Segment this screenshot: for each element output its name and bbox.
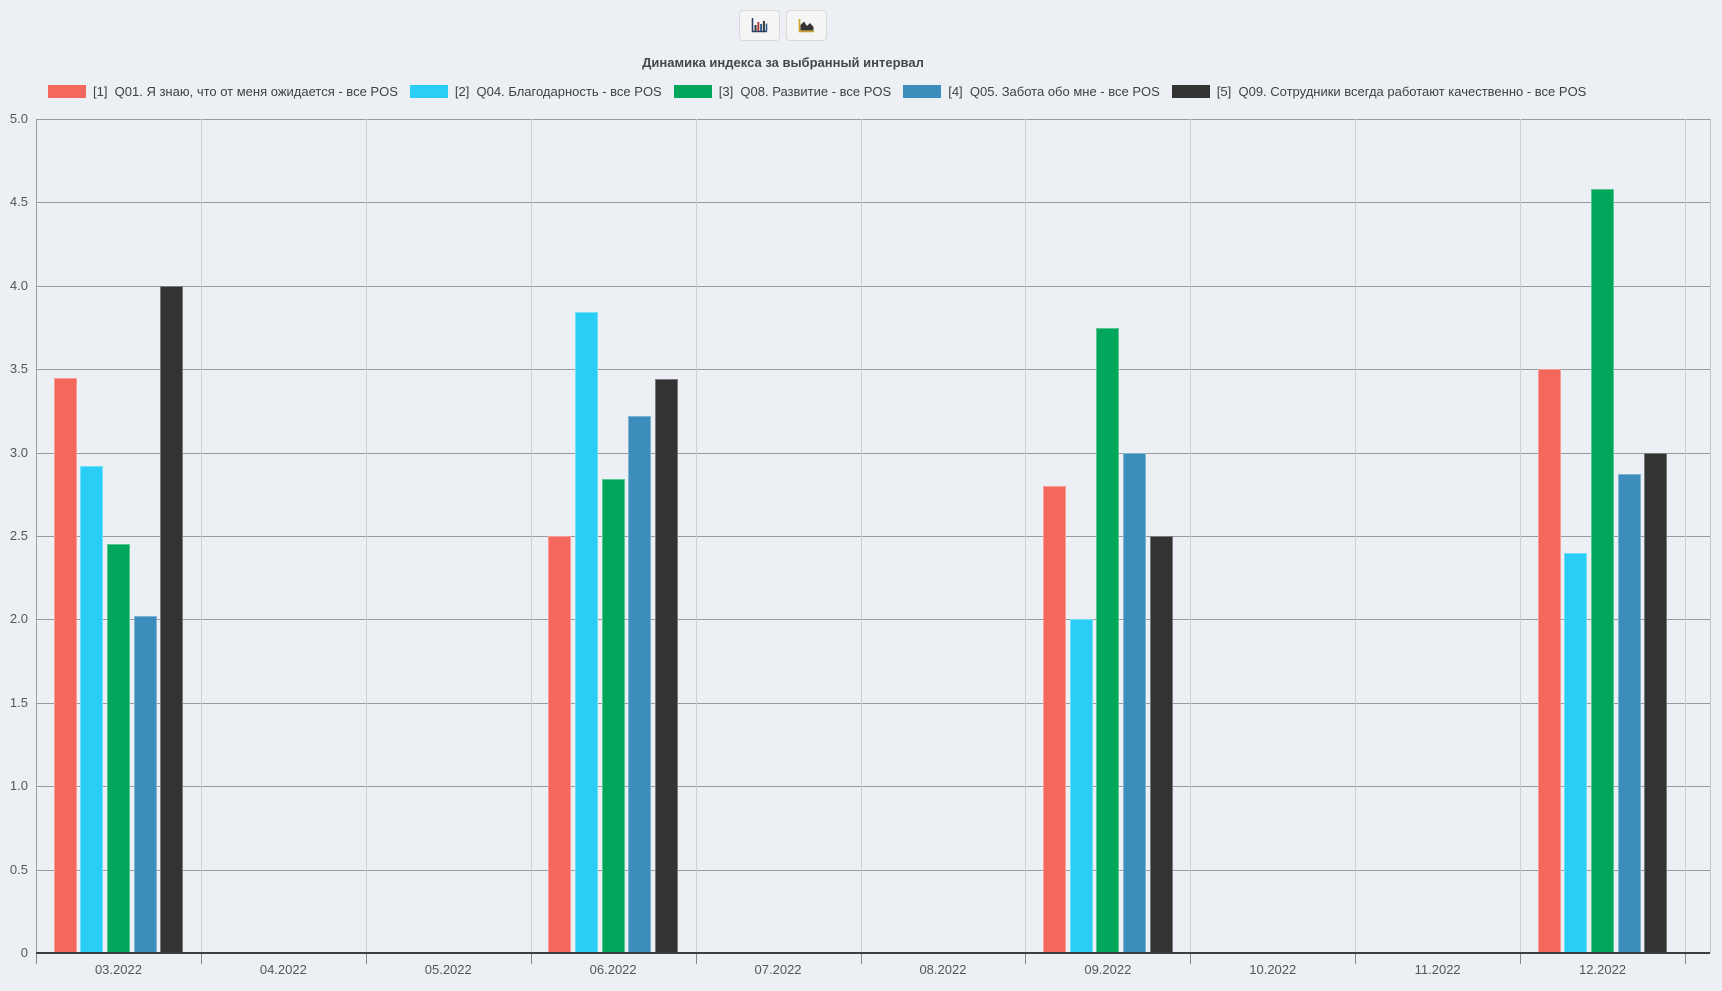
x-axis-tick [1685,953,1686,964]
y-tick-label: 3.0 [9,444,28,460]
y-gridline [36,119,1710,120]
legend-swatch [903,85,942,98]
bar-09.2022-series2[interactable] [1069,619,1093,953]
bar-12.2022-series2[interactable] [1564,552,1588,953]
y-tick-label: 0.5 [9,861,28,877]
x-tick-label: 06.2022 [589,962,637,977]
x-axis-tick [36,953,37,964]
legend-label: [4] Q05. Забота обо мне - все POS [948,84,1160,99]
y-gridline [36,369,1710,371]
x-gridline [1685,119,1686,953]
y-gridline [36,452,1710,454]
chart-type-toolbar [739,10,827,41]
x-tick-label: 11.2022 [1414,962,1461,977]
y-tick-label: 2.5 [9,528,28,543]
legend-item-3: [3] Q08. Развитие - все POS [673,84,892,99]
x-axis-tick [1190,953,1192,964]
x-tick-label: 08.2022 [919,962,967,977]
legend-swatch [48,85,86,98]
legend-label: [5] Q09. Сотрудники всегда работают каче… [1216,84,1587,99]
legend-label: [2] Q04. Благодарность - все POS [454,84,662,99]
x-gridline [200,119,202,953]
x-tick-label: 07.2022 [754,962,802,977]
bar-12.2022-series3[interactable] [1591,189,1615,953]
bar-chart-button[interactable] [739,10,780,41]
x-axis-tick [860,953,862,964]
y-tick-label: 5.0 [9,111,28,126]
bar-03.2022-series5[interactable] [160,285,184,953]
area-chart-button[interactable] [786,10,827,41]
y-gridline [36,285,1710,287]
bar-09.2022-series1[interactable] [1042,485,1066,953]
x-gridline [1520,119,1522,953]
x-axis-tick [530,953,532,964]
x-gridline [530,119,532,953]
x-tick-label: 05.2022 [424,962,472,977]
x-axis-tick [1355,953,1357,964]
x-gridline [1025,119,1027,953]
x-axis-tick [1520,953,1522,964]
x-tick-label: 09.2022 [1084,962,1132,977]
x-axis-tick [365,953,367,964]
bar-03.2022-series3[interactable] [106,544,130,953]
chart-legend: [1] Q01. Я знаю, что от меня ожидается -… [48,84,1598,99]
legend-item-2: [2] Q04. Благодарность - все POS [409,84,662,99]
y-gridline [36,702,1710,704]
x-gridline [1355,119,1357,953]
x-tick-label: 12.2022 [1579,962,1627,977]
y-gridline [36,786,1710,788]
bar-09.2022-series5[interactable] [1149,536,1173,953]
legend-swatch [673,85,712,98]
y-tick-label: 4.5 [9,194,28,210]
bar-06.2022-series2[interactable] [574,312,598,953]
bar-06.2022-series4[interactable] [628,415,652,953]
y-gridline [36,202,1710,204]
area-chart-icon [798,19,814,33]
legend-item-5: [5] Q09. Сотрудники всегда работают каче… [1171,84,1587,99]
x-gridline [365,119,367,953]
bar-03.2022-series2[interactable] [80,465,104,953]
bar-12.2022-series4[interactable] [1617,474,1641,953]
x-axis-line [36,952,1710,954]
legend-label: [1] Q01. Я знаю, что от меня ожидается -… [93,84,398,99]
bar-06.2022-series5[interactable] [655,379,679,953]
y-tick-label: 4.0 [9,277,28,293]
bar-12.2022-series5[interactable] [1644,452,1668,953]
bar-06.2022-series1[interactable] [548,536,572,953]
plot-right-border [1710,119,1711,953]
x-axis-tick [695,953,697,964]
bar-03.2022-series1[interactable] [53,377,77,953]
legend-swatch [1171,85,1210,98]
x-gridline [1190,119,1192,953]
legend-label: [3] Q08. Развитие - все POS [718,84,892,99]
bar-chart-icon [751,18,768,33]
y-tick-label: 0 [20,945,28,960]
x-axis-tick [1025,953,1027,964]
bar-03.2022-series4[interactable] [133,616,157,953]
y-gridline [36,536,1710,537]
x-gridline [695,119,697,953]
y-gridline [36,869,1710,871]
legend-swatch [409,85,448,98]
y-tick-label: 1.0 [9,778,28,794]
bar-12.2022-series1[interactable] [1537,369,1561,953]
bar-09.2022-series3[interactable] [1096,327,1120,953]
legend-item-1: [1] Q01. Я знаю, что от меня ожидается -… [48,84,398,99]
x-axis-tick [200,953,202,964]
bar-09.2022-series4[interactable] [1123,452,1147,953]
y-tick-label: 3.5 [9,361,28,377]
bar-06.2022-series3[interactable] [601,479,625,953]
legend-item-4: [4] Q05. Забота обо мне - все POS [903,84,1160,99]
x-tick-label: 04.2022 [259,962,307,977]
y-tick-label: 1.5 [9,694,28,710]
x-tick-label: 03.2022 [94,962,142,977]
chart-title: Динамика индекса за выбранный интервал [642,55,924,70]
y-gridline [36,619,1710,621]
y-axis-line [36,119,37,953]
y-tick-label: 2.0 [9,611,28,627]
x-tick-label: 10.2022 [1249,962,1297,977]
x-gridline [860,119,862,953]
